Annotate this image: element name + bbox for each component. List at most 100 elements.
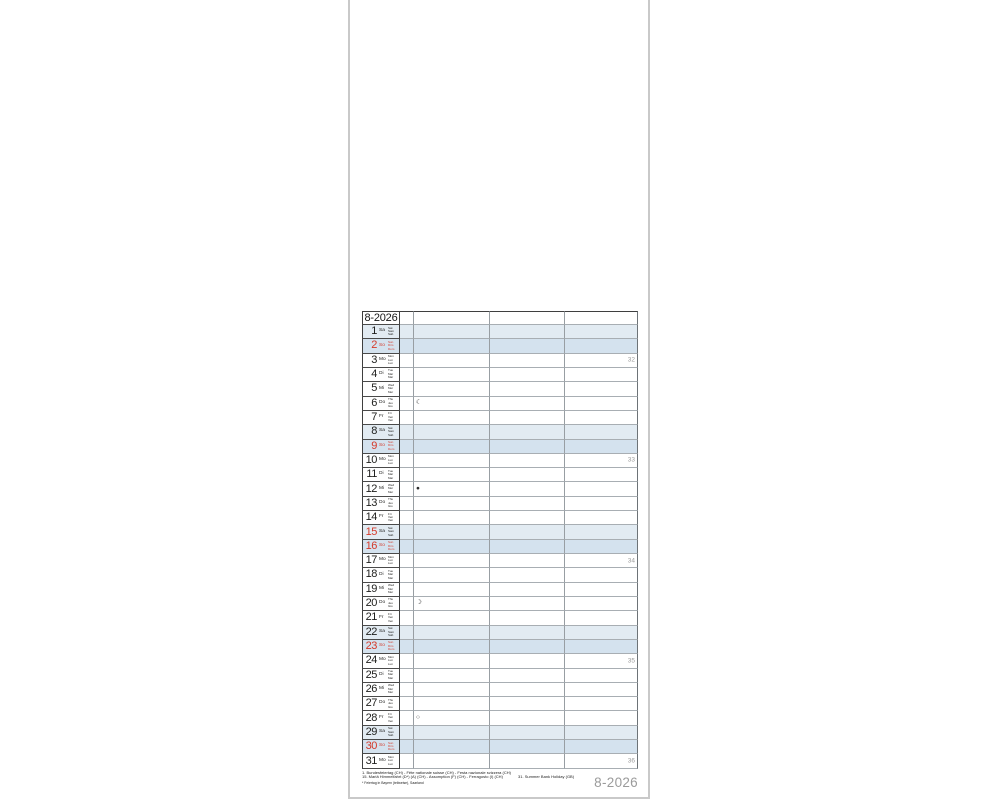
weekday-abbrev-lang: Lun	[388, 461, 394, 466]
notes-cell	[490, 725, 565, 741]
weekday-abbrev-lang: Ven	[388, 414, 394, 419]
weekday-abbrev-stack: Thu Jeu Gio	[388, 698, 393, 709]
weekday-abbrev-stack: Wed Mer Mer	[388, 683, 394, 694]
weekday-abbrev-stack: Tue Mar Mar	[388, 569, 394, 580]
weekday-abbrev: Mi	[379, 385, 385, 391]
narrow-cell	[400, 496, 414, 512]
date-cell: 22 Sa Sat Sam Sab	[362, 625, 400, 640]
notes-cell: ○	[414, 711, 490, 726]
weekday-abbrev-stack: Mon Lun Lun	[388, 655, 394, 666]
header-notes-cell-1	[414, 311, 490, 325]
day-number: 6	[371, 396, 377, 409]
day-row-30: 30 So Sun Dim Dom	[362, 740, 638, 755]
date-cell: 5 Mi Wed Mer Mer	[362, 382, 400, 397]
day-row-10: 10 Mo Mon Lun Lun 33	[362, 453, 638, 469]
weekday-abbrev-lang: Gio	[388, 704, 393, 709]
date-cell: 19 Mi Wed Mer Mer	[362, 582, 400, 597]
weekday-abbrev-stack: Sun Dim Dom	[388, 640, 394, 651]
notes-cell	[414, 682, 490, 698]
week-number: 32	[627, 356, 635, 364]
date-cell: 13 Do Thu Jeu Gio	[362, 496, 400, 512]
weekday-abbrev-lang: Sat	[388, 425, 393, 430]
day-number: 15	[365, 525, 378, 538]
notes-cell	[565, 525, 638, 540]
narrow-cell	[400, 596, 414, 612]
notes-cell	[565, 582, 638, 597]
notes-cell	[565, 325, 638, 340]
weekday-abbrev-lang: Mar	[388, 371, 394, 376]
day-number: 30	[365, 740, 378, 753]
notes-cell	[414, 625, 490, 640]
moon-phase-icon: ●	[416, 484, 420, 492]
weekday-abbrev-lang: Mer	[388, 586, 394, 591]
narrow-cell	[400, 453, 414, 469]
weekday-abbrev: Fr	[379, 514, 384, 520]
notes-cell: 33	[565, 453, 638, 469]
weekday-abbrev-lang: Mer	[388, 590, 394, 594]
notes-cell	[490, 425, 565, 440]
weekday-abbrev: So	[379, 743, 385, 749]
holiday-line-2: 15. Mariä Himmelfahrt (D*) (A) (CH) - As…	[362, 774, 638, 779]
narrow-cell	[400, 410, 414, 426]
notes-cell	[414, 468, 490, 483]
weekday-abbrev-stack: Thu Jeu Gio	[388, 397, 393, 408]
weekday-abbrev-lang: Sat	[388, 525, 393, 530]
day-number: 2	[371, 339, 377, 352]
week-number: 35	[627, 657, 635, 665]
narrow-cell	[400, 525, 414, 540]
weekday-abbrev: Sa	[379, 528, 385, 534]
weekday-abbrev-lang: Mar	[388, 675, 394, 680]
weekday-abbrev-lang: Sam	[388, 729, 395, 734]
weekday-abbrev: Sa	[379, 328, 385, 334]
day-row-29: 29 Sa Sat Sam Sab	[362, 725, 638, 741]
day-number: 27	[365, 697, 378, 710]
notes-cell	[565, 639, 638, 655]
weekday-abbrev-lang: Tue	[388, 368, 394, 373]
day-row-1: 1 Sa Sat Sam Sab	[362, 325, 638, 340]
notes-cell	[490, 754, 565, 769]
notes-cell	[414, 611, 490, 626]
notes-cell	[414, 568, 490, 583]
date-cell: 23 So Sun Dim Dom	[362, 639, 400, 655]
weekday-abbrev-lang: Mar	[388, 572, 394, 577]
moon-phase-icon: ☽	[416, 599, 422, 607]
notes-cell	[414, 339, 490, 354]
weekday-abbrev: Mi	[379, 686, 385, 692]
day-number: 13	[365, 496, 378, 509]
day-row-2: 2 So Sun Dim Dom	[362, 339, 638, 354]
notes-cell: ☾	[414, 396, 490, 411]
narrow-cell	[400, 639, 414, 655]
weekday-abbrev-stack: Sun Dim Dom	[388, 340, 394, 351]
narrow-cell	[400, 468, 414, 483]
narrow-cell	[400, 396, 414, 411]
weekday-abbrev-lang: Thu	[388, 497, 394, 502]
date-cell: 7 Fr Fri Ven Ven	[362, 410, 400, 426]
weekday-abbrev-stack: Sat Sam Sab	[388, 626, 394, 637]
weekday-abbrev-stack: Tue Mar Mar	[388, 469, 393, 480]
notes-cell	[414, 453, 490, 469]
notes-cell	[565, 439, 638, 454]
notes-cell	[490, 625, 565, 640]
date-cell: 26 Mi Wed Mer Mer	[362, 682, 400, 698]
day-number: 1	[371, 325, 377, 338]
weekday-abbrev: Di	[379, 471, 384, 477]
weekday-abbrev-lang: Lun	[388, 661, 394, 666]
date-cell: 17 Mo Mon Lun Lun	[362, 554, 400, 569]
weekday-abbrev-lang: Dom	[388, 547, 395, 552]
weekday-abbrev: Mo	[379, 657, 386, 663]
weekday-abbrev-lang: Dim	[388, 543, 394, 548]
weekday-abbrev-lang: Jeu	[388, 701, 393, 706]
date-cell: 25 Di Tue Mar Mar	[362, 668, 400, 683]
day-number: 3	[371, 353, 377, 366]
narrow-cell	[400, 353, 414, 368]
notes-cell: 35	[565, 654, 638, 669]
day-row-26: 26 Mi Wed Mer Mer	[362, 682, 638, 698]
header-notes-cell-2	[490, 311, 565, 325]
weekday-abbrev-lang: Fri	[388, 411, 392, 416]
weekday-abbrev-lang: Wed	[388, 583, 395, 588]
day-row-18: 18 Di Tue Mar Mar	[362, 568, 638, 583]
notes-cell	[565, 539, 638, 554]
day-number: 21	[365, 611, 378, 624]
weekday-abbrev-lang: Sat	[388, 626, 393, 631]
weekday-abbrev: Di	[379, 671, 384, 677]
